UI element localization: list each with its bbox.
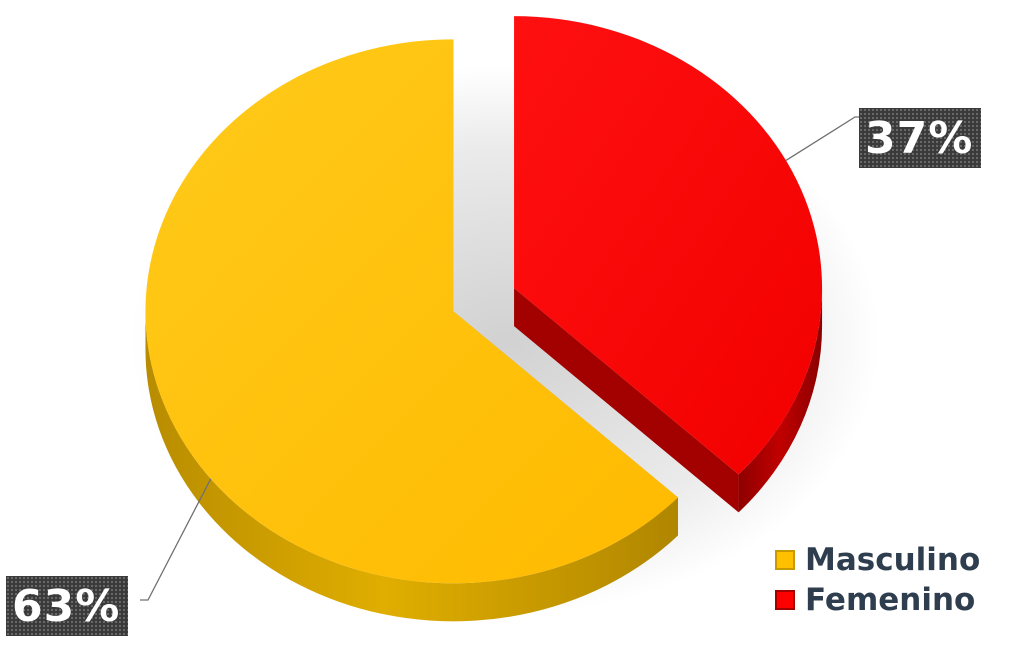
slice-side-masculino [145, 311, 679, 622]
legend-swatch-femenino [775, 590, 795, 610]
slice-inner-wall-femenino [514, 288, 739, 513]
legend-item-masculino: Masculino [775, 540, 980, 580]
legend-label-femenino: Femenino [805, 582, 976, 618]
data-label-femenino: 37% [859, 108, 982, 168]
legend: Masculino Femenino [775, 540, 980, 620]
slice-femenino [514, 16, 823, 513]
leader-line-femenino [785, 116, 860, 162]
data-label-masculino: 63% [6, 576, 129, 636]
slice-masculino [145, 39, 679, 622]
legend-swatch-masculino [775, 550, 795, 570]
legend-item-femenino: Femenino [775, 580, 980, 620]
slice-side-femenino [738, 288, 823, 513]
legend-label-masculino: Masculino [805, 542, 981, 578]
slice-top-femenino [514, 16, 823, 475]
leader-line-masculino [140, 478, 212, 601]
slice-top-masculino [145, 39, 679, 584]
